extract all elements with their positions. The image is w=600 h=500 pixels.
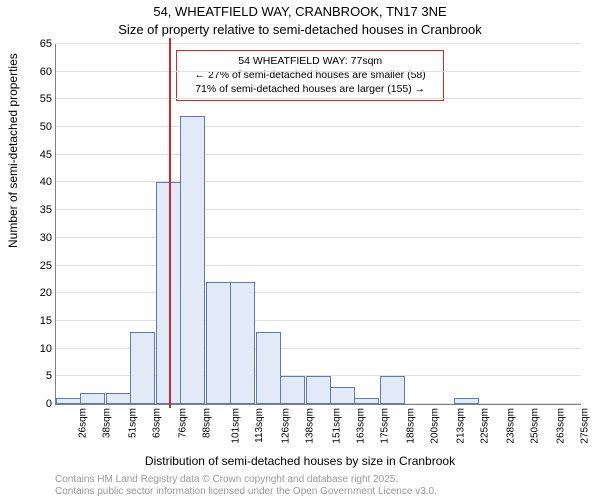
y-tick-label: 25 xyxy=(40,260,52,272)
gridline-h xyxy=(56,292,581,293)
y-tick-label: 5 xyxy=(46,370,52,382)
footer-line-1: Contains HM Land Registry data © Crown c… xyxy=(55,474,437,486)
y-tick-label: 30 xyxy=(40,232,52,244)
x-tick-label: 163sqm xyxy=(355,408,366,444)
y-tick-label: 15 xyxy=(40,315,52,327)
footer-line-2: Contains public sector information licen… xyxy=(55,486,437,498)
y-tick-label: 50 xyxy=(40,121,52,133)
histogram-bar xyxy=(280,376,305,404)
y-tick-label: 20 xyxy=(40,287,52,299)
property-marker-line xyxy=(169,38,171,408)
histogram-bar xyxy=(180,116,205,404)
gridline-h xyxy=(56,265,581,266)
gridline-h xyxy=(56,154,581,155)
histogram-bar xyxy=(80,393,105,404)
x-tick-label: 138sqm xyxy=(305,408,316,444)
gridline-h xyxy=(56,71,581,72)
histogram-bar xyxy=(230,282,255,404)
histogram-bar xyxy=(354,398,379,404)
annotation-box: 54 WHEATFIELD WAY: 77sqm ← 27% of semi-d… xyxy=(176,50,444,101)
histogram-bar xyxy=(380,376,405,404)
x-tick-label: 76sqm xyxy=(178,408,189,438)
histogram-bar xyxy=(206,282,231,404)
x-tick-label: 250sqm xyxy=(529,408,540,444)
gridline-h xyxy=(56,98,581,99)
y-tick-label: 35 xyxy=(40,204,52,216)
x-tick-label: 275sqm xyxy=(579,408,590,444)
x-tick-label: 88sqm xyxy=(202,408,213,438)
gridline-h xyxy=(56,237,581,238)
x-tick-label: 238sqm xyxy=(505,408,516,444)
x-tick-label: 175sqm xyxy=(379,408,390,444)
x-tick-label: 200sqm xyxy=(429,408,440,444)
histogram-bar xyxy=(130,332,155,404)
y-tick-label: 45 xyxy=(40,149,52,161)
gridline-h xyxy=(56,43,581,44)
x-tick-label: 126sqm xyxy=(281,408,292,444)
y-tick-label: 65 xyxy=(40,38,52,50)
y-tick-label: 10 xyxy=(40,343,52,355)
y-tick-label: 0 xyxy=(46,398,52,410)
chart-subtitle: Size of property relative to semi-detach… xyxy=(0,22,600,37)
histogram-bar xyxy=(306,376,331,404)
y-axis-label: Number of semi-detached properties xyxy=(6,53,20,248)
plot-area: 54 WHEATFIELD WAY: 77sqm ← 27% of semi-d… xyxy=(55,44,581,405)
annotation-property: 54 WHEATFIELD WAY: 77sqm xyxy=(183,54,437,68)
x-tick-label: 101sqm xyxy=(231,408,242,444)
histogram-chart: 54, WHEATFIELD WAY, CRANBROOK, TN17 3NE … xyxy=(0,0,600,500)
y-tick-label: 60 xyxy=(40,66,52,78)
histogram-bar xyxy=(106,393,131,404)
gridline-h xyxy=(56,209,581,210)
x-tick-label: 26sqm xyxy=(78,408,89,438)
gridline-h xyxy=(56,126,581,127)
gridline-h xyxy=(56,181,581,182)
x-tick-label: 213sqm xyxy=(455,408,466,444)
histogram-bar xyxy=(156,182,181,404)
x-tick-label: 151sqm xyxy=(331,408,342,444)
histogram-bar xyxy=(56,398,81,404)
x-tick-label: 63sqm xyxy=(152,408,163,438)
gridline-h xyxy=(56,320,581,321)
x-tick-label: 51sqm xyxy=(128,408,139,438)
histogram-bar xyxy=(454,398,479,404)
histogram-bar xyxy=(330,387,355,404)
chart-title: 54, WHEATFIELD WAY, CRANBROOK, TN17 3NE xyxy=(0,4,600,19)
y-tick-label: 55 xyxy=(40,93,52,105)
x-tick-label: 38sqm xyxy=(102,408,113,438)
x-tick-label: 113sqm xyxy=(254,408,265,443)
y-tick-label: 40 xyxy=(40,176,52,188)
x-tick-label: 263sqm xyxy=(555,408,566,444)
annotation-larger: 71% of semi-detached houses are larger (… xyxy=(183,82,437,96)
x-tick-label: 188sqm xyxy=(405,408,416,444)
x-tick-label: 225sqm xyxy=(479,408,490,444)
x-axis-label: Distribution of semi-detached houses by … xyxy=(0,454,600,468)
histogram-bar xyxy=(256,332,281,404)
footer-attribution: Contains HM Land Registry data © Crown c… xyxy=(55,474,437,498)
